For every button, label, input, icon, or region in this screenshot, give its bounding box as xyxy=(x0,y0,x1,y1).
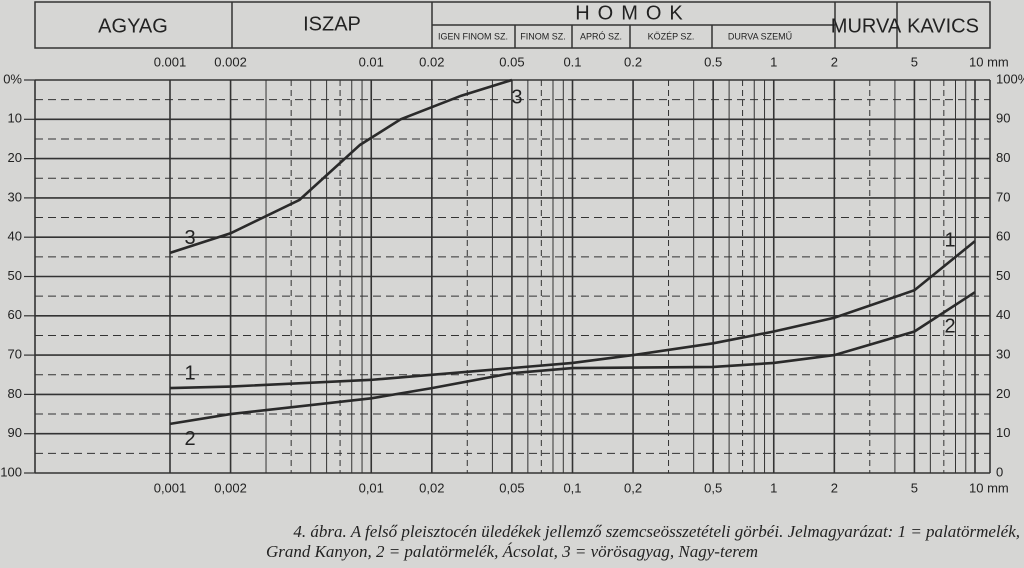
x2-tick-label: 0.02 xyxy=(419,54,444,69)
x2-tick-label: 1 xyxy=(770,54,777,69)
x2-tick-label: 0.5 xyxy=(704,54,722,69)
y-tick-label: 100% xyxy=(996,71,1024,86)
header-group: HOMOK xyxy=(575,2,691,24)
x-tick-label: 0,5 xyxy=(704,480,722,495)
header-cell: KAVICS xyxy=(907,15,979,37)
x2-tick-label: 0.001 xyxy=(154,54,187,69)
series-label: 1 xyxy=(944,229,955,251)
header-subcell: APRÓ SZ. xyxy=(580,31,622,41)
y2-tick-label: 100 xyxy=(0,464,22,479)
x2-tick-label: 0.01 xyxy=(359,54,384,69)
y-tick-label: 20 xyxy=(996,386,1010,401)
header-cell: ISZAP xyxy=(303,13,361,35)
x-tick-label: 0,2 xyxy=(624,480,642,495)
y2-tick-label: 60 xyxy=(8,307,22,322)
y-tick-label: 80 xyxy=(996,150,1010,165)
series-label: 3 xyxy=(511,86,522,108)
y2-tick-label: 0% xyxy=(3,71,22,86)
y-tick-label: 30 xyxy=(996,347,1010,362)
y2-tick-label: 40 xyxy=(8,229,22,244)
header-cell: AGYAG xyxy=(98,15,168,37)
x-tick-label: 0,02 xyxy=(419,480,444,495)
x-tick-label: 5 xyxy=(911,480,918,495)
x-tick-label: 1 xyxy=(770,480,777,495)
x2-tick-label: 5 xyxy=(911,54,918,69)
x-tick-label: 0,05 xyxy=(499,480,524,495)
header-frame xyxy=(34,1,991,49)
x2-tick-label: 2 xyxy=(831,54,838,69)
x-tick-label: 0,001 xyxy=(154,480,187,495)
x-tick-label: 2 xyxy=(831,480,838,495)
y-tick-label: 10 xyxy=(996,425,1010,440)
x2-tick-label: 0.2 xyxy=(624,54,642,69)
series-label: 2 xyxy=(944,316,955,338)
series-line xyxy=(169,291,976,426)
series-line xyxy=(169,78,513,255)
y-tick-label: 60 xyxy=(996,229,1010,244)
series-label: 2 xyxy=(184,428,195,450)
y-tick-label: 70 xyxy=(996,189,1010,204)
y2-tick-label: 80 xyxy=(8,386,22,401)
y-tick-label: 50 xyxy=(996,268,1010,283)
header-subcell: KÖZÉP SZ. xyxy=(648,31,695,41)
x-tick-label: 0,01 xyxy=(359,480,384,495)
x2-tick-label: 0.002 xyxy=(214,54,247,69)
y2-tick-label: 50 xyxy=(8,268,22,283)
x2-tick-label: 0.05 xyxy=(499,54,524,69)
y2-tick-label: 30 xyxy=(8,189,22,204)
header-subcell: IGEN FINOM SZ. xyxy=(438,31,508,41)
x-tick-label: 0,1 xyxy=(563,480,581,495)
series-line xyxy=(169,240,976,390)
y-tick-label: 40 xyxy=(996,307,1010,322)
x2-tick-label: 10 mm xyxy=(969,54,1009,69)
y2-tick-label: 90 xyxy=(8,425,22,440)
y2-tick-label: 10 xyxy=(8,111,22,126)
header xyxy=(34,1,991,49)
header-subcell: DURVA SZEMŰ xyxy=(728,31,792,41)
header-cell: MURVA xyxy=(831,15,902,37)
x-tick-label: 10 mm xyxy=(969,480,1009,495)
y-tick-label: 90 xyxy=(996,111,1010,126)
x-tick-label: 0,002 xyxy=(214,480,247,495)
y2-tick-label: 20 xyxy=(8,150,22,165)
caption: Grand Kanyon, 2 = palatörmelék, Ácsolat,… xyxy=(266,542,758,561)
x2-tick-label: 0.1 xyxy=(563,54,581,69)
y2-tick-label: 70 xyxy=(8,347,22,362)
series-label: 3 xyxy=(184,227,195,249)
header-subcell: FINOM SZ. xyxy=(520,31,566,41)
y-tick-label: 0 xyxy=(996,464,1003,479)
caption: 4. ábra. A felső pleisztocén üledékek je… xyxy=(293,522,1020,541)
series-label: 1 xyxy=(184,362,195,384)
